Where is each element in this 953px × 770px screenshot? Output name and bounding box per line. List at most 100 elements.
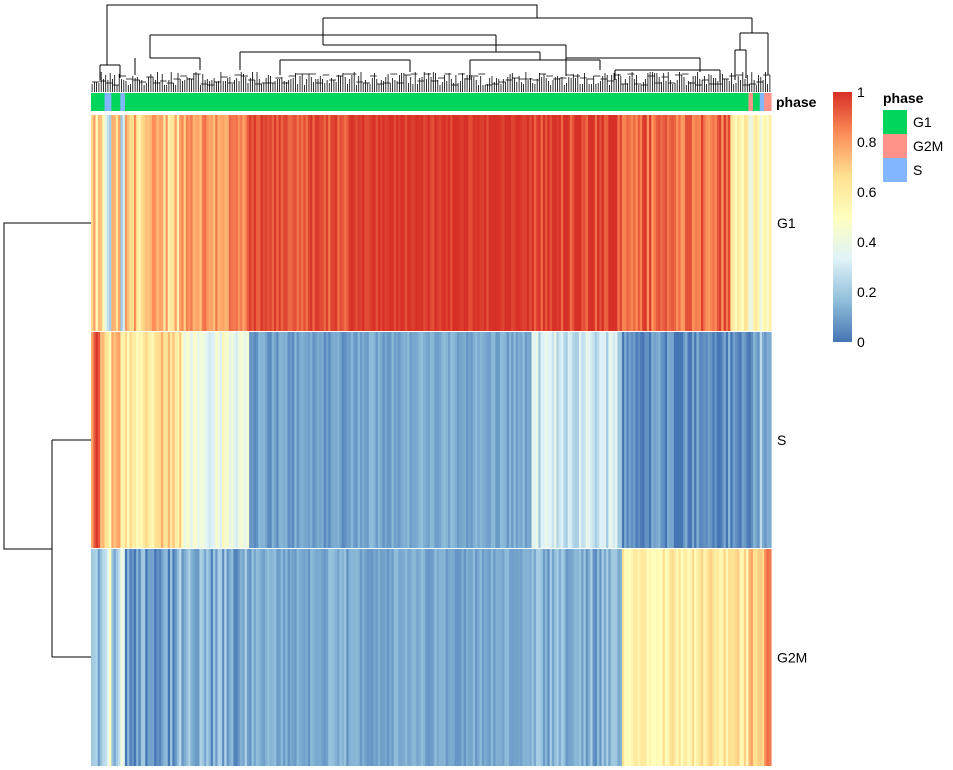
heatmap-cell [405, 115, 408, 331]
heatmap-cell [330, 115, 334, 331]
heatmap-cell [418, 332, 422, 548]
heatmap-cell [538, 115, 542, 331]
heatmap-cell [447, 549, 451, 766]
heatmap-cell [628, 549, 632, 766]
heatmap-cell [746, 549, 750, 766]
heatmap-cell [273, 549, 277, 766]
heatmap-cell [316, 332, 320, 548]
heatmap-cell [504, 332, 508, 548]
annotation-cell [504, 93, 508, 111]
heatmap-cell [359, 332, 363, 548]
annotation-cell [226, 93, 230, 111]
heatmap-cell [113, 549, 117, 766]
heatmap-cell [676, 549, 679, 766]
annotation-cell [197, 93, 201, 111]
annotation-cell [698, 93, 702, 111]
heatmap-cell [140, 549, 144, 766]
heatmap-cell [667, 115, 670, 331]
heatmap-cell [719, 115, 722, 331]
annotation-cell [714, 93, 718, 111]
heatmap-cell [149, 549, 153, 766]
heatmap-cell [601, 549, 605, 766]
heatmap-cell [235, 115, 239, 331]
heatmap-cell [438, 115, 442, 331]
annotation-cell [167, 93, 171, 111]
heatmap-cell [569, 115, 573, 331]
heatmap-cell [395, 549, 399, 766]
heatmap-cell [691, 115, 695, 331]
annotation-cell [176, 93, 180, 111]
heatmap-cell [321, 332, 325, 548]
heatmap-cell [502, 115, 506, 331]
heatmap-cell [199, 549, 203, 766]
annotation-cell [384, 93, 388, 111]
heatmap-cell [508, 115, 512, 331]
annotation-cell [531, 93, 535, 111]
annotation-cell [158, 93, 162, 111]
heatmap-cell [554, 549, 557, 766]
heatmap-cell [294, 332, 298, 548]
annotation-cell [289, 93, 293, 111]
heatmap-cell [486, 115, 490, 331]
heatmap-cell [201, 115, 205, 331]
heatmap-cell [603, 332, 607, 548]
annotation-cell [716, 93, 720, 111]
heatmap-cell [192, 332, 196, 548]
heatmap-cell [212, 549, 216, 766]
heatmap-cell [429, 549, 433, 766]
heatmap-cell [612, 549, 616, 766]
heatmap-cell [700, 332, 704, 548]
heatmap-cell [312, 115, 316, 331]
annotation-cell [563, 93, 567, 111]
heatmap-cell [129, 115, 133, 331]
heatmap-cell [133, 332, 137, 548]
heatmap-cell [346, 115, 350, 331]
heatmap-cell [359, 549, 363, 766]
heatmap-cell [755, 332, 759, 548]
heatmap-cell [176, 332, 180, 548]
heatmap-cell [578, 549, 582, 766]
annotation-cell [386, 93, 390, 111]
heatmap-cell [111, 549, 115, 766]
annotation-cell [447, 93, 451, 111]
heatmap-cell [414, 332, 417, 548]
annotation-cell [242, 93, 246, 111]
heatmap-cell [470, 549, 474, 766]
annotation-cell [312, 93, 316, 111]
heatmap-cell [222, 549, 225, 766]
heatmap-cell [723, 549, 727, 766]
heatmap-cell [619, 115, 623, 331]
annotation-cell [590, 93, 594, 111]
heatmap-cell [344, 549, 347, 766]
heatmap-cell [576, 115, 580, 331]
annotation-cell [206, 93, 210, 111]
heatmap-cell [734, 549, 738, 766]
heatmap-cell [124, 332, 128, 548]
annotation-cell [725, 93, 729, 111]
heatmap-cell [646, 549, 650, 766]
annotation-cell [416, 93, 420, 111]
heatmap-cell [310, 115, 313, 331]
heatmap-cell [294, 549, 298, 766]
heatmap-cell [136, 115, 140, 331]
heatmap-cell [185, 332, 189, 548]
heatmap-cell [165, 115, 169, 331]
heatmap-cell [106, 332, 110, 548]
annotation-cell [475, 93, 478, 111]
heatmap-cell [366, 332, 370, 548]
heatmap-cell [312, 549, 316, 766]
heatmap-cell [463, 549, 467, 766]
phase-annotation-bar [91, 93, 772, 111]
heatmap-cell [585, 549, 589, 766]
heatmap-cell [610, 115, 614, 331]
heatmap-cell [400, 332, 404, 548]
annotation-cell [228, 93, 232, 111]
annotation-cell [495, 93, 499, 111]
heatmap-cell [316, 549, 320, 766]
heatmap-cell [226, 549, 230, 766]
heatmap-cell [423, 115, 426, 331]
heatmap-cell [689, 549, 693, 766]
annotation-cell [172, 93, 176, 111]
heatmap-cell [549, 115, 553, 331]
annotation-cell [371, 93, 374, 111]
